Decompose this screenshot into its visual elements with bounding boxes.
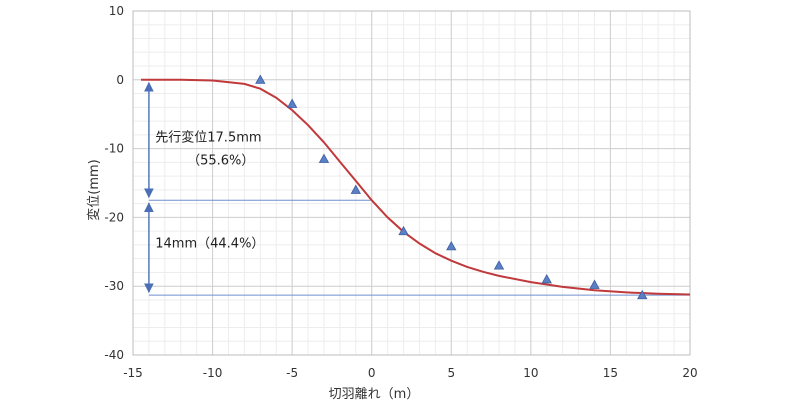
x-tick-labels: -15 -10 -5 0 5 10 15 20 (123, 366, 697, 380)
data-point-triangle (637, 289, 648, 300)
y-tick-label: 10 (109, 4, 124, 18)
data-point-triangle (318, 153, 330, 163)
data-point-triangle (589, 279, 600, 289)
x-tick-label: 0 (368, 366, 376, 380)
x-tick-label: -15 (123, 366, 143, 380)
x-tick-label: -5 (286, 366, 298, 380)
data-point-triangle (446, 240, 457, 251)
annotations: 先行変位17.5mm （55.6%） 14mm（44.4%） (155, 130, 264, 252)
x-tick-label: -10 (203, 366, 223, 380)
x-tick-label: 20 (682, 366, 697, 380)
y-tick-label: -10 (104, 142, 124, 156)
y-tick-label: -30 (104, 279, 124, 293)
data-point-triangle (493, 260, 505, 270)
data-point-triangle (350, 184, 361, 194)
data-point-triangle (286, 98, 298, 108)
data-point-triangle (398, 225, 409, 236)
reference-lines (148, 199, 690, 296)
y-axis-label: 変位(mm) (86, 159, 102, 220)
gridlines (132, 10, 691, 356)
x-tick-label: 5 (447, 366, 455, 380)
annotation-text: 14mm（44.4%） (155, 237, 264, 252)
data-point-triangle (541, 273, 552, 284)
measured-points (255, 74, 648, 300)
y-tick-label: -20 (104, 210, 124, 224)
annotation-text: 先行変位17.5mm (155, 130, 261, 146)
fitted-curve (141, 78, 691, 296)
annotation-text: （55.6%） (187, 153, 254, 168)
curve-line (141, 78, 691, 296)
x-tick-label: 15 (603, 366, 618, 380)
y-tick-labels: 10 0 -10 -20 -30 -40 (104, 4, 124, 362)
x-tick-label: 10 (523, 366, 538, 380)
y-tick-label: -40 (104, 348, 124, 362)
data-point-triangle (255, 74, 266, 84)
y-tick-label: 0 (116, 73, 124, 87)
plot-area-frame (132, 10, 691, 356)
x-axis-label: 切羽離れ（m） (329, 387, 420, 402)
